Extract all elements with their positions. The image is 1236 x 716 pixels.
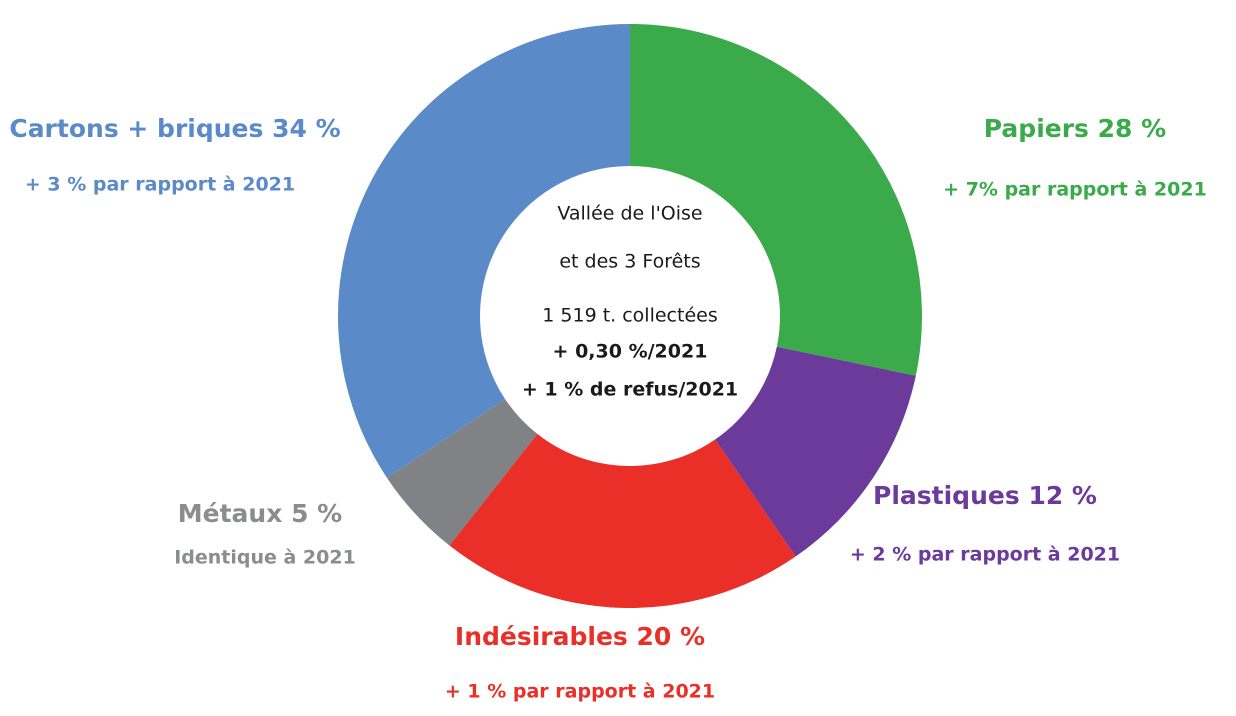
value-label: 34 %	[272, 114, 341, 143]
slice-label: Plastiques 12 %	[873, 481, 1097, 510]
slice	[337, 24, 630, 478]
category-name: Métaux	[178, 499, 283, 528]
value-label: 28 %	[1098, 114, 1167, 143]
slice-label: Indésirables 20 %	[455, 622, 705, 651]
center-text: Vallée de l'Oise	[557, 203, 702, 225]
slice	[630, 24, 922, 376]
category-name: Cartons + briques	[9, 114, 263, 143]
annotation: + 2 % par rapport à 2021	[850, 544, 1120, 566]
slice-label: Cartons + briques 34 %	[9, 114, 340, 143]
slice	[715, 346, 916, 557]
slice	[386, 399, 538, 546]
slice-label: Papiers 28 %	[984, 114, 1166, 143]
value-label: 5 %	[291, 499, 342, 528]
center-text: + 0,30 %/2021	[553, 341, 708, 363]
center-text: et des 3 Forêts	[559, 251, 700, 273]
center-text: + 1 % de refus/2021	[522, 379, 738, 401]
annotation: Identique à 2021	[174, 547, 356, 569]
annotation: + 1 % par rapport à 2021	[445, 681, 715, 703]
value-label: 20 %	[637, 622, 706, 651]
center-text: 1 519 t. collectées	[542, 305, 717, 327]
slice-label: Métaux 5 %	[178, 499, 342, 528]
category-name: Plastiques	[873, 481, 1020, 510]
category-name: Indésirables	[455, 622, 628, 651]
annotation: + 3 % par rapport à 2021	[25, 174, 295, 196]
value-label: 12 %	[1028, 481, 1097, 510]
annotation: + 7% par rapport à 2021	[943, 179, 1207, 201]
slice	[449, 433, 796, 608]
category-name: Papiers	[984, 114, 1089, 143]
